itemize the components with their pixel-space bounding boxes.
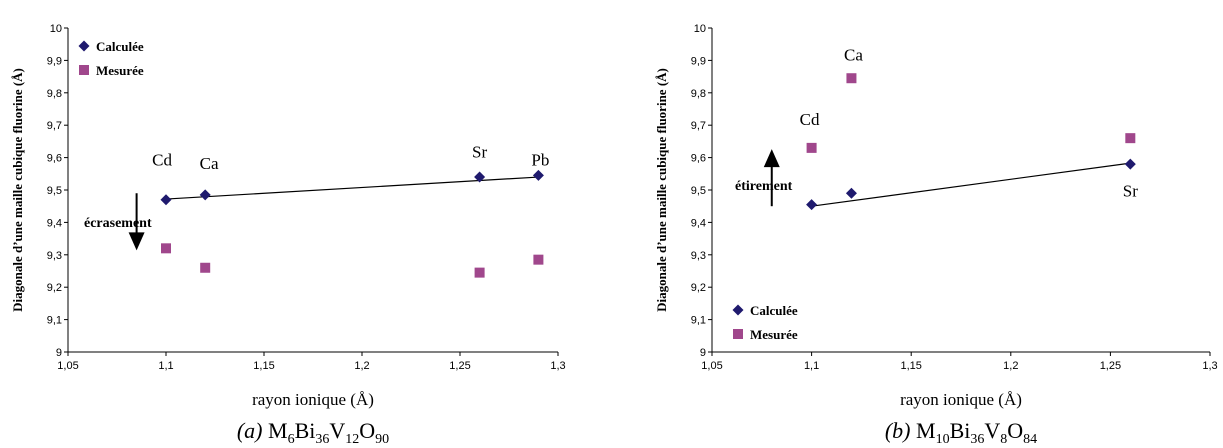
x-tick-label: 1,15 bbox=[900, 360, 921, 372]
series-calculee bbox=[806, 158, 1136, 211]
x-tick-label: 1,05 bbox=[701, 360, 722, 372]
y-tick-label: 9,6 bbox=[691, 153, 706, 165]
y-tick-label: 9,1 bbox=[47, 315, 62, 327]
legend-square-icon bbox=[79, 65, 89, 75]
series-mesuree bbox=[806, 73, 1136, 153]
legend-square-icon bbox=[733, 329, 743, 339]
legend: Calculée Mesurée bbox=[732, 303, 798, 342]
y-tick-label: 10 bbox=[50, 23, 62, 35]
calculated-point bbox=[806, 199, 818, 211]
point-label: Sr bbox=[472, 143, 487, 162]
y-tick-label: 9,4 bbox=[47, 217, 62, 229]
legend-label: Mesurée bbox=[96, 63, 144, 78]
arrow-head bbox=[763, 149, 780, 168]
x-axis-label: rayon ionique (Å) bbox=[900, 390, 1022, 409]
down-arrow-icon bbox=[128, 193, 145, 251]
measured-point bbox=[806, 142, 817, 153]
series-calculee bbox=[160, 169, 544, 206]
measured-point bbox=[846, 73, 857, 84]
y-tick-label: 9,3 bbox=[691, 250, 706, 262]
legend-diamond-icon bbox=[78, 40, 90, 52]
x-tick-label: 1,1 bbox=[158, 360, 173, 372]
x-tick-label: 1,15 bbox=[253, 360, 274, 372]
measured-point bbox=[161, 243, 171, 254]
point-label: Sr bbox=[1123, 181, 1138, 200]
calculated-point bbox=[474, 171, 486, 183]
point-label: Cd bbox=[800, 110, 820, 129]
y-tick-label: 9,9 bbox=[47, 55, 62, 67]
chart-b: 9 9,1 9,2 9,3 9,4 9,5 9,6 9,7 9,8 9,9 10 1,05 1,1 1,1… bbox=[654, 23, 1218, 447]
x-tick-label: 1,05 bbox=[57, 360, 78, 372]
y-tick-label: 9,8 bbox=[691, 88, 706, 100]
measured-point bbox=[200, 262, 211, 273]
annotation-label: étirement bbox=[735, 179, 793, 194]
y-tick-label: 9 bbox=[700, 347, 706, 359]
x-axis-label: rayon ionique (Å) bbox=[252, 390, 374, 409]
legend-label: Mesurée bbox=[750, 327, 798, 342]
x-tick-label: 1,1 bbox=[804, 360, 819, 372]
point-label: Cd bbox=[152, 151, 172, 170]
y-tick-label: 10 bbox=[694, 23, 706, 35]
trend-line bbox=[811, 162, 1131, 207]
calculated-point bbox=[160, 194, 172, 206]
y-tick-label: 9,5 bbox=[691, 185, 706, 197]
up-arrow-icon bbox=[763, 149, 780, 207]
trend-line bbox=[165, 176, 539, 200]
calculated-point bbox=[199, 189, 211, 201]
legend: Calculée Mesurée bbox=[78, 39, 144, 78]
annotation-label: écrasement bbox=[84, 216, 152, 231]
x-tick-label: 1,2 bbox=[1003, 360, 1018, 372]
figure-caption: (a) M6Bi36V12O90 bbox=[237, 418, 389, 447]
y-tick-label: 9,3 bbox=[47, 250, 62, 262]
calculated-point bbox=[845, 187, 857, 199]
y-tick-label: 9 bbox=[56, 347, 62, 359]
x-tick-label: 1,2 bbox=[354, 360, 369, 372]
figure-caption: (b) M10Bi36V8O84 bbox=[885, 418, 1037, 447]
measured-point bbox=[1125, 133, 1136, 144]
x-tick-label: 1,3 bbox=[550, 360, 565, 372]
point-label: Ca bbox=[200, 154, 219, 173]
x-tick-label: 1,25 bbox=[1100, 360, 1121, 372]
arrow-head bbox=[128, 232, 145, 251]
y-axis-label: Diagonale d’une maille cubique fluorine … bbox=[10, 68, 25, 312]
y-tick-label: 9,9 bbox=[691, 55, 706, 67]
y-axis-label: Diagonale d’une maille cubique fluorine … bbox=[654, 68, 669, 312]
legend-label: Calculée bbox=[750, 303, 798, 318]
y-tick-label: 9,4 bbox=[691, 217, 706, 229]
y-tick-label: 9,7 bbox=[47, 120, 62, 132]
chart-a: 9 9,1 9,2 9,3 9,4 9,5 9,6 9,7 9,8 9,9 10 1,05 1,1 1,1… bbox=[10, 23, 566, 447]
y-tick-label: 9,2 bbox=[691, 282, 706, 294]
point-label: Pb bbox=[531, 151, 549, 170]
point-label: Ca bbox=[844, 45, 863, 64]
y-tick-label: 9,7 bbox=[691, 120, 706, 132]
y-tick-label: 9,2 bbox=[47, 282, 62, 294]
x-tick-label: 1,3 bbox=[1202, 360, 1217, 372]
legend-label: Calculée bbox=[96, 39, 144, 54]
x-tick-label: 1,25 bbox=[449, 360, 470, 372]
legend-diamond-icon bbox=[732, 304, 744, 316]
y-tick-label: 9,8 bbox=[47, 88, 62, 100]
calculated-point bbox=[532, 169, 544, 181]
y-tick-label: 9,5 bbox=[47, 185, 62, 197]
y-tick-label: 9,1 bbox=[691, 315, 706, 327]
series-mesuree bbox=[161, 243, 544, 278]
measured-point bbox=[474, 267, 485, 278]
calculated-point bbox=[1124, 158, 1136, 170]
y-tick-label: 9,6 bbox=[47, 153, 62, 165]
measured-point bbox=[533, 254, 544, 265]
